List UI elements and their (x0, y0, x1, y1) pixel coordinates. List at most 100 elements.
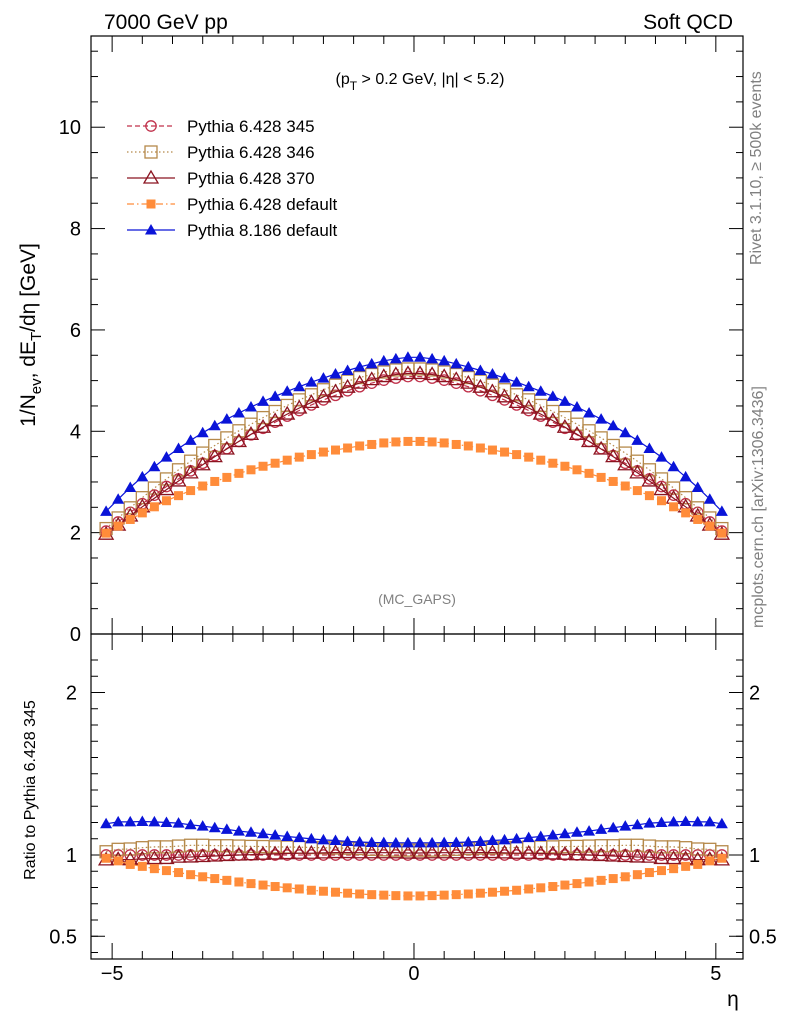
main-point (148, 460, 161, 472)
ratio-point (234, 877, 244, 887)
main-point (643, 442, 656, 454)
ratio-point (146, 850, 163, 865)
ratio-point (279, 845, 296, 860)
main-point (717, 528, 727, 538)
ratio-point (703, 815, 716, 827)
ratio-point (415, 891, 425, 901)
ratio-point (124, 815, 137, 827)
ratio-series-pythia-8-186-default (100, 815, 728, 848)
legend-label: Pythia 6.428 370 (187, 169, 315, 188)
main-point (463, 441, 473, 451)
ratio-point (220, 823, 233, 834)
main-point (112, 493, 125, 504)
main-point (426, 352, 439, 364)
main-point (619, 426, 632, 438)
ratio-point (534, 830, 547, 841)
ratio-point (657, 866, 666, 876)
legend-item-pythia-6-428-346: Pythia 6.428 346 (127, 143, 315, 162)
ratio-point (411, 844, 429, 859)
main-point (594, 431, 608, 445)
main-point (147, 481, 162, 495)
ratio-point (679, 815, 692, 827)
ratio-point (438, 836, 451, 848)
main-point (101, 528, 111, 538)
legend-item-pythia-6-428-default: Pythia 6.428 default (127, 195, 338, 214)
main-point (524, 452, 534, 462)
ratio-point (655, 816, 668, 827)
main-point (279, 405, 296, 420)
main-point (474, 384, 487, 397)
ratio-series-line (106, 820, 722, 844)
ratio-point (715, 817, 728, 829)
main-point (254, 418, 272, 433)
main-point (353, 380, 366, 393)
main-point (389, 352, 402, 364)
main-point (508, 394, 525, 409)
ratio-point (644, 868, 654, 878)
main-point (556, 418, 574, 433)
main-point (436, 368, 453, 383)
ratio-point (353, 836, 366, 847)
main-y-tick-label: 6 (70, 320, 81, 342)
ratio-point (451, 890, 461, 900)
main-point (365, 357, 378, 369)
main-point (510, 376, 523, 387)
main-y-tick-label: 4 (70, 421, 81, 443)
ratio-point (572, 879, 582, 889)
ratio-point (717, 853, 727, 863)
ratio-point (100, 817, 113, 829)
ratio-point (580, 846, 598, 861)
ratio-point (631, 818, 644, 830)
main-point (570, 400, 583, 412)
main-point (100, 505, 113, 516)
main-point (450, 377, 463, 389)
main-point (631, 434, 644, 445)
main-point (474, 364, 487, 375)
ratio-point (160, 849, 173, 861)
ratio-point (258, 880, 268, 890)
main-point (486, 389, 499, 402)
main-point (484, 383, 501, 398)
legend-label: Pythia 8.186 default (187, 221, 338, 240)
ratio-y-tick-label: 1 (66, 845, 77, 867)
ratio-point (306, 885, 316, 895)
main-y-tick-label: 10 (59, 117, 81, 139)
ratio-point (184, 818, 197, 830)
ratio-point (148, 849, 161, 861)
ratio-point (148, 815, 161, 827)
legend-marker (146, 199, 156, 209)
main-point (341, 364, 354, 375)
main-point (353, 360, 366, 372)
main-point (582, 424, 596, 438)
main-point (208, 438, 222, 453)
rivet-label: Rivet 3.1.10, ≥ 500k events (748, 71, 765, 265)
ratio-point (206, 847, 223, 862)
process-label: Soft QCD (643, 11, 733, 34)
main-point (318, 447, 328, 457)
legend: Pythia 6.428 345 Pythia 6.428 346 Pythia 6… (127, 117, 338, 240)
main-point (546, 404, 560, 419)
main-point (403, 436, 413, 446)
ratio-point (544, 845, 561, 860)
ratio-y-tick-label: 0.5 (49, 926, 77, 948)
main-point (123, 501, 137, 515)
main-point (258, 461, 268, 471)
main-point (387, 366, 405, 381)
main-point (596, 472, 606, 482)
main-point (679, 470, 692, 482)
main-point (341, 384, 354, 397)
ratio-point (532, 845, 549, 860)
main-series-pythia-6-428-370 (97, 365, 731, 540)
main-point (113, 521, 123, 531)
main-point (496, 388, 513, 403)
main-point (558, 395, 571, 406)
main-point (423, 366, 441, 381)
ratio-series-line (105, 857, 723, 897)
ratio-point (218, 847, 235, 862)
main-point (270, 458, 280, 468)
main-point (343, 443, 353, 453)
ratio-point (474, 835, 487, 847)
ratio-point (423, 844, 441, 859)
x-tick-label: 0 (408, 963, 419, 985)
main-point (536, 455, 546, 465)
